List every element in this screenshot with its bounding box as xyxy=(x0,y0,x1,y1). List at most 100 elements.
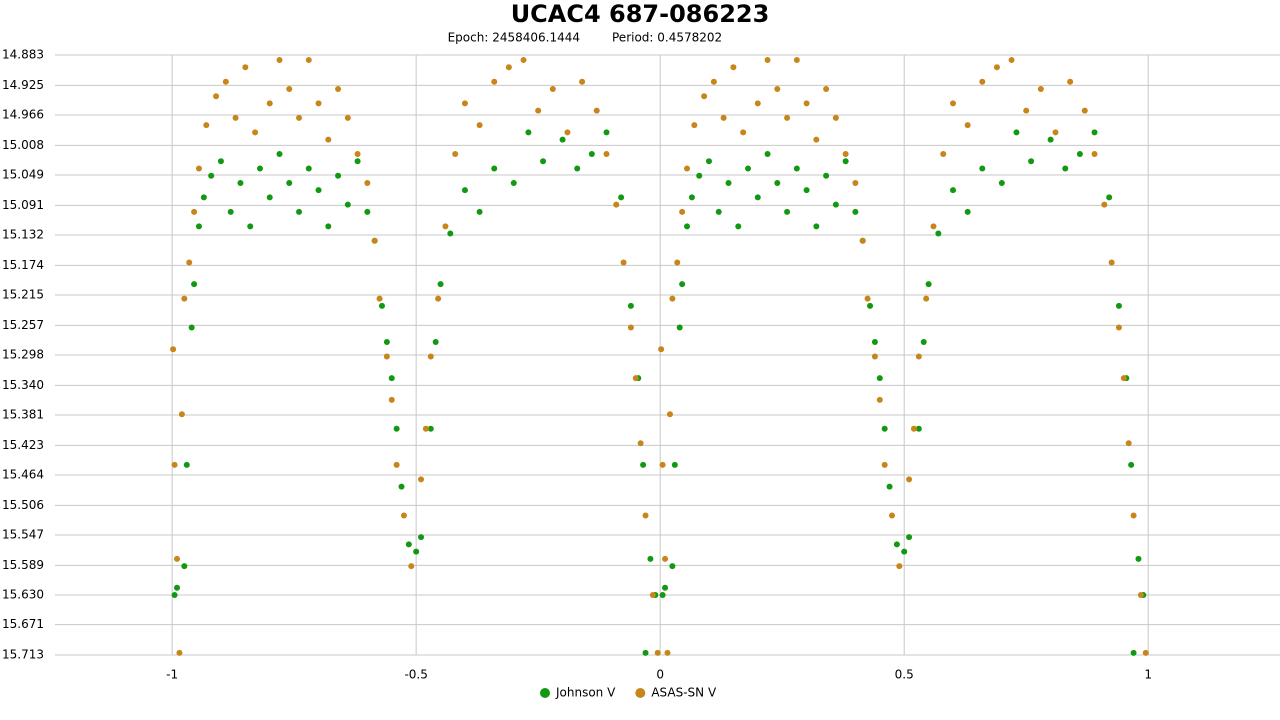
data-point xyxy=(364,208,371,215)
data-point xyxy=(793,165,800,172)
data-point xyxy=(915,425,922,432)
data-point xyxy=(276,57,283,64)
data-point xyxy=(344,114,351,121)
data-point xyxy=(696,172,703,179)
data-point xyxy=(1137,592,1144,598)
data-point xyxy=(393,425,400,432)
data-point xyxy=(1091,151,1098,158)
data-point xyxy=(1076,151,1083,158)
data-point xyxy=(540,158,547,165)
data-point xyxy=(649,592,656,598)
y-tick-label: 15.381 xyxy=(2,408,44,422)
data-point xyxy=(398,483,405,490)
data-point xyxy=(1037,85,1044,92)
data-point xyxy=(1130,512,1137,519)
data-point xyxy=(662,584,669,591)
y-tick-label: 15.547 xyxy=(2,528,44,542)
data-point xyxy=(1101,201,1108,208)
data-point xyxy=(915,353,922,360)
data-point xyxy=(642,512,649,519)
data-point xyxy=(889,512,896,519)
legend-label: ASAS-SN V xyxy=(651,686,717,700)
data-point xyxy=(679,281,686,288)
legend-marker xyxy=(540,688,550,698)
data-point xyxy=(1115,324,1122,331)
y-tick-label: 15.464 xyxy=(2,468,44,482)
data-point xyxy=(191,208,198,215)
data-point xyxy=(803,100,810,107)
y-tick-label: 15.340 xyxy=(2,378,44,392)
data-point xyxy=(859,237,866,244)
epoch: Epoch: 2458406.1444 xyxy=(448,31,580,45)
y-tick-label: 15.506 xyxy=(2,498,44,512)
data-point xyxy=(266,100,273,107)
data-point xyxy=(256,165,263,172)
x-tick-label: 0 xyxy=(656,668,664,682)
data-point xyxy=(669,295,676,302)
data-point xyxy=(1125,440,1132,447)
data-point xyxy=(1008,57,1015,64)
data-point xyxy=(603,151,610,158)
y-tick-label: 14.883 xyxy=(2,48,44,62)
data-point xyxy=(296,208,303,215)
data-point xyxy=(588,151,595,158)
data-point xyxy=(286,85,293,92)
data-point xyxy=(461,187,468,194)
data-point xyxy=(427,353,434,360)
data-point xyxy=(813,136,820,143)
data-point xyxy=(964,122,971,129)
data-point xyxy=(442,223,449,230)
data-point xyxy=(950,100,957,107)
data-point xyxy=(930,223,937,230)
data-point xyxy=(684,165,691,172)
data-point xyxy=(823,172,830,179)
data-point xyxy=(710,78,717,85)
data-point xyxy=(435,295,442,302)
data-point xyxy=(188,324,195,331)
data-point xyxy=(745,165,752,172)
data-point xyxy=(730,64,737,71)
data-point xyxy=(627,324,634,331)
y-tick-label: 15.298 xyxy=(2,348,44,362)
y-tick-label: 15.049 xyxy=(2,168,44,182)
data-point xyxy=(793,57,800,64)
data-point xyxy=(920,338,927,345)
data-point xyxy=(461,100,468,107)
data-point xyxy=(1028,158,1035,165)
data-point xyxy=(195,165,202,172)
data-point xyxy=(725,179,732,186)
data-point xyxy=(437,281,444,288)
data-point xyxy=(174,555,181,562)
data-point xyxy=(574,165,581,172)
data-point xyxy=(832,201,839,208)
data-point xyxy=(852,179,859,186)
data-point xyxy=(447,230,454,237)
data-point xyxy=(237,179,244,186)
data-point xyxy=(867,302,874,309)
data-point xyxy=(510,179,517,186)
data-point xyxy=(740,129,747,136)
data-point xyxy=(979,78,986,85)
data-point xyxy=(876,375,883,382)
data-point xyxy=(427,425,434,432)
data-point xyxy=(784,208,791,215)
data-point xyxy=(688,194,695,201)
data-point xyxy=(691,122,698,129)
data-point xyxy=(181,295,188,302)
legend-marker xyxy=(635,688,646,698)
data-point xyxy=(662,555,669,562)
data-point xyxy=(422,425,429,432)
data-point xyxy=(476,208,483,215)
data-point xyxy=(505,64,512,71)
data-point xyxy=(901,548,908,555)
data-point xyxy=(247,223,254,230)
data-point xyxy=(940,151,947,158)
data-point xyxy=(170,346,177,353)
data-point xyxy=(305,57,312,64)
data-point xyxy=(1067,78,1074,85)
y-tick-label: 15.008 xyxy=(2,138,44,152)
data-point xyxy=(378,302,385,309)
data-point xyxy=(735,223,742,230)
data-point xyxy=(296,114,303,121)
